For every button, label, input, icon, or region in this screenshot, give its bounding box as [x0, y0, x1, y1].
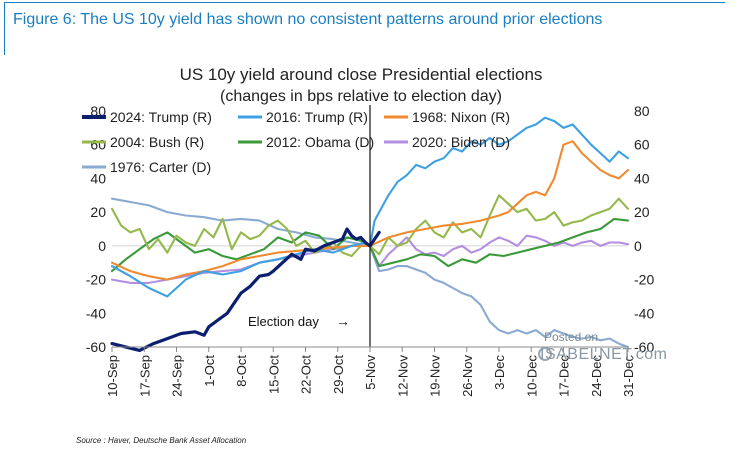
legend-entry: 2024: Trump (R) — [110, 109, 212, 125]
series-lines — [110, 116, 630, 352]
election-day-marker: Election day → — [248, 105, 371, 347]
y-tick-label-right: -60 — [634, 339, 654, 355]
y-tick-label-right: -40 — [634, 305, 654, 321]
y-tick-label-left: 20 — [90, 204, 106, 220]
x-tick-label: 15-Oct — [266, 355, 281, 394]
series-line-1976 — [110, 197, 630, 349]
legend-entry: 2016: Trump (R) — [266, 109, 368, 125]
x-tick-label: 8-Oct — [234, 355, 249, 387]
watermark-line2: ISABELNET.com — [540, 346, 668, 363]
figure-caption-text: Figure 6: The US 10y yield has shown no … — [13, 11, 603, 28]
series-line-1968 — [110, 140, 630, 281]
figure-caption: Figure 6: The US 10y yield has shown no … — [4, 2, 725, 55]
x-tick-label: 24-Sep — [170, 355, 185, 397]
x-tick-label: 10-Dec — [524, 355, 539, 397]
x-tick-label: 19-Nov — [428, 355, 443, 397]
legend-entry: 2012: Obama (D) — [266, 134, 374, 150]
series-line-2020 — [110, 234, 630, 284]
election-day-arrow: → — [336, 313, 350, 329]
x-tick-label: 17-Sep — [137, 355, 152, 397]
x-tick-label: 1-Oct — [202, 355, 217, 387]
y-tick-label-right: 0 — [634, 238, 642, 254]
legend-entry: 2020: Biden (D) — [412, 134, 510, 150]
watermark: Posted on ISABELNET.com — [538, 330, 667, 368]
y-tick-label-right: 20 — [634, 204, 650, 220]
x-tick-label: 12-Nov — [395, 355, 410, 397]
x-tick-label: 22-Oct — [299, 355, 314, 394]
chart-subtitle: (changes in bps relative to election day… — [220, 88, 502, 105]
legend-entry: 1968: Nixon (R) — [412, 109, 510, 125]
source-note: Source : Haver, Deutsche Bank Asset Allo… — [76, 436, 247, 445]
y-tick-label-left: -60 — [86, 339, 106, 355]
x-tick-label: 24-Dec — [589, 355, 604, 397]
watermark-line1: Posted on — [544, 330, 599, 344]
series-line-2024 — [110, 227, 381, 352]
y-tick-label-right: -20 — [634, 272, 654, 288]
x-tick-label: 5-Nov — [363, 355, 378, 390]
y-tick-label-left: 0 — [98, 238, 106, 254]
x-tick-label: 26-Nov — [460, 355, 475, 397]
series-line-2016 — [110, 116, 630, 298]
x-tick-label: 3-Dec — [492, 355, 507, 390]
y-tick-label-left: -20 — [86, 272, 106, 288]
election-day-annotation: Election day — [248, 314, 319, 329]
y-axis-right: -60 -40 -20 0 20 40 60 80 — [634, 103, 654, 355]
legend-entry: 1976: Carter (D) — [110, 159, 211, 175]
y-tick-label-right: 60 — [634, 137, 650, 153]
legend: 2024: Trump (R) 2016: Trump (R) 1968: Nixo… — [82, 109, 510, 175]
legend-entry: 2004: Bush (R) — [110, 134, 204, 150]
x-tick-label: 31-Dec — [621, 355, 636, 397]
y-tick-label-right: 80 — [634, 103, 650, 119]
x-tick-label: 29-Oct — [331, 355, 346, 394]
chart-title: US 10y yield around close Presidential e… — [180, 65, 543, 84]
y-tick-label-left: 60 — [90, 137, 106, 153]
y-tick-label-right: 40 — [634, 170, 650, 186]
x-tick-label: 17-Dec — [557, 355, 572, 397]
x-tick-label: 10-Sep — [105, 355, 120, 397]
y-tick-label-left: -40 — [86, 305, 106, 321]
y-tick-label-left: 40 — [90, 170, 106, 186]
globe-icon — [538, 347, 552, 361]
x-axis: 10-Sep 17-Sep 24-Sep 1-Oct 8-Oct 15-Oct 22-Oct… — [105, 346, 636, 397]
